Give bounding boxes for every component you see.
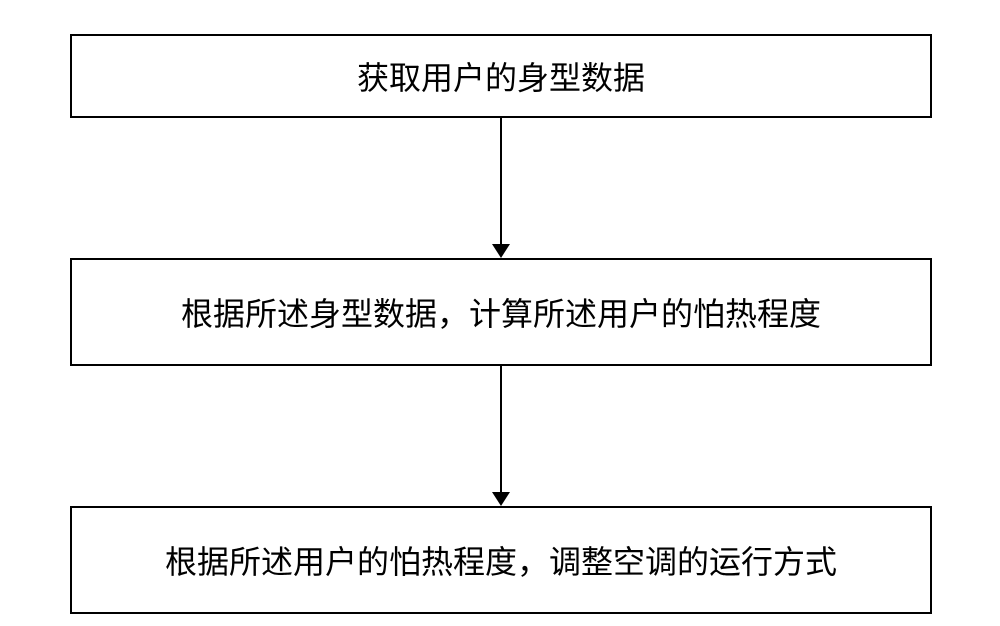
node-label: 根据所述用户的怕热程度，调整空调的运行方式 [165, 537, 837, 583]
arrow-head-icon [492, 492, 510, 506]
node-label: 根据所述身型数据，计算所述用户的怕热程度 [181, 289, 821, 335]
flowchart-node: 获取用户的身型数据 [70, 34, 932, 118]
flowchart-edge [500, 366, 502, 492]
flowchart-canvas: 获取用户的身型数据 根据所述身型数据，计算所述用户的怕热程度 根据所述用户的怕热… [0, 0, 1000, 626]
flowchart-edge [500, 118, 502, 244]
flowchart-node: 根据所述身型数据，计算所述用户的怕热程度 [70, 258, 932, 366]
arrow-head-icon [492, 244, 510, 258]
node-label: 获取用户的身型数据 [357, 53, 645, 99]
flowchart-node: 根据所述用户的怕热程度，调整空调的运行方式 [70, 506, 932, 614]
